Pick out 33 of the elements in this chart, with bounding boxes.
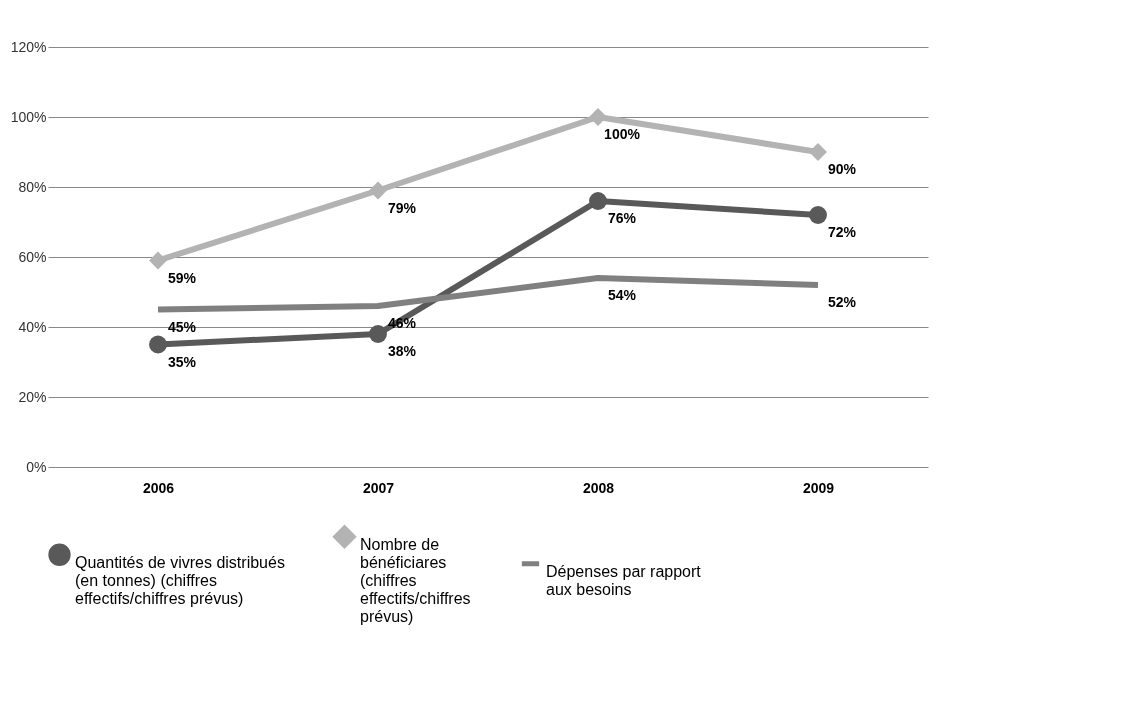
y-tick-label: 100%: [10, 108, 47, 125]
point: [809, 206, 827, 224]
data-label: 35%: [167, 353, 197, 370]
data-label: 90%: [827, 161, 857, 177]
data-label: 59%: [167, 269, 197, 286]
y-tick-label: 40%: [18, 318, 47, 335]
x-tick-label: 2007: [362, 479, 395, 496]
legend-label: Quantités de vivres distribués (en tonnes) (chiffres effectifs/chiffres prévus): [75, 553, 285, 607]
point: [809, 143, 827, 161]
y-tick-label: 120%: [10, 38, 47, 55]
y-tick-label: 60%: [18, 248, 47, 265]
data-label: 54%: [607, 287, 637, 303]
legend-label: Nombre de bénéficiares (chiffres effectifs/chiffres prévus): [360, 535, 471, 625]
x-tick-label: 2008: [582, 479, 615, 496]
point: [149, 251, 167, 270]
data-label: 79%: [387, 199, 417, 216]
x-tick-label: 2006: [142, 479, 175, 496]
data-label: 72%: [827, 224, 857, 240]
point: [369, 325, 387, 343]
data-label: 52%: [827, 294, 857, 310]
y-tick-label: 20%: [18, 388, 47, 405]
data-label: 100%: [604, 126, 641, 142]
x-tick-label: 2009: [802, 479, 835, 496]
y-tick-label: 80%: [18, 178, 47, 195]
point: [589, 108, 607, 126]
data-label: 38%: [387, 343, 417, 359]
data-label: 45%: [167, 318, 197, 335]
point: [589, 192, 607, 210]
y-tick-label: 0%: [26, 458, 47, 475]
point: [149, 335, 167, 354]
data-label: 76%: [607, 210, 637, 226]
legend-label: Dépenses par rapport aux besoins: [546, 562, 702, 598]
point: [369, 181, 387, 200]
